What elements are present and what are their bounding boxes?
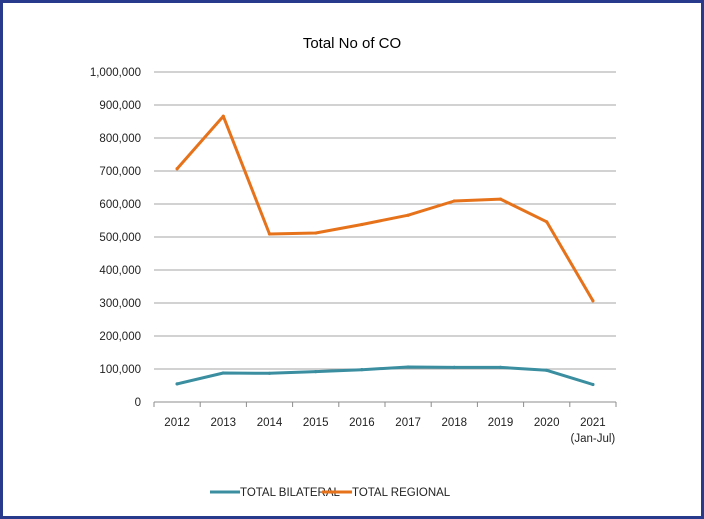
y-tick-label: 400,000	[99, 265, 141, 277]
data-point	[360, 368, 364, 372]
x-tick-label: 2012	[164, 417, 190, 429]
data-point	[406, 213, 410, 217]
y-tick-label: 300,000	[99, 298, 141, 310]
data-point	[452, 199, 456, 203]
chart-title: Total No of CO	[303, 35, 401, 52]
data-point	[175, 382, 179, 386]
x-tick-label: 2016	[349, 417, 375, 429]
data-point	[360, 222, 364, 227]
data-point	[221, 371, 225, 375]
x-tick-label: 2020	[534, 417, 560, 429]
x-tick-label: 2018	[442, 417, 468, 429]
data-point	[221, 114, 225, 118]
y-tick-label: 800,000	[99, 133, 141, 145]
x-tick-sublabel: (Jan-Jul)	[571, 433, 616, 445]
x-tick-label: 2015	[303, 417, 329, 429]
series-line-total-regional	[175, 114, 595, 303]
x-tick-label: 2021	[580, 417, 606, 429]
axes	[153, 401, 617, 407]
y-tick-label: 0	[135, 397, 141, 409]
data-point	[175, 167, 179, 171]
data-point	[452, 365, 456, 369]
data-point	[267, 232, 272, 236]
x-tick-label: 2017	[395, 417, 421, 429]
x-tick-label: 2019	[488, 417, 514, 429]
x-tick-label: 2014	[257, 417, 283, 429]
data-point	[545, 220, 549, 224]
x-tick-label: 2013	[211, 417, 237, 429]
legend: TOTAL BILATERAL TOTAL REGIONAL	[210, 487, 451, 499]
legend-label: TOTAL REGIONAL	[352, 487, 451, 499]
data-point	[591, 299, 595, 303]
data-point	[591, 382, 595, 387]
y-tick-label: 700,000	[99, 166, 141, 178]
y-axis-tick-labels: 0 100,000 200,000 300,000 400,000 500,000 600,…	[90, 67, 141, 409]
y-tick-label: 100,000	[99, 364, 141, 376]
legend-label: TOTAL BILATERAL	[240, 487, 341, 499]
x-axis-tick-labels: 2012 2013 2014 2015 2016 2017 2018 2019 2020 2021…	[164, 417, 615, 445]
y-tick-label: 600,000	[99, 199, 141, 211]
y-tick-label: 200,000	[99, 331, 141, 343]
data-point	[498, 365, 503, 369]
series-lines	[175, 114, 595, 387]
data-point	[267, 371, 272, 375]
data-point	[406, 365, 410, 369]
data-point	[498, 197, 503, 201]
series-line-total-bilateral	[175, 365, 595, 386]
data-point	[545, 368, 549, 372]
y-tick-label: 500,000	[99, 232, 141, 244]
y-tick-label: 900,000	[99, 100, 141, 112]
y-tick-label: 1,000,000	[90, 67, 141, 79]
data-point	[314, 370, 318, 374]
data-point	[314, 231, 318, 235]
